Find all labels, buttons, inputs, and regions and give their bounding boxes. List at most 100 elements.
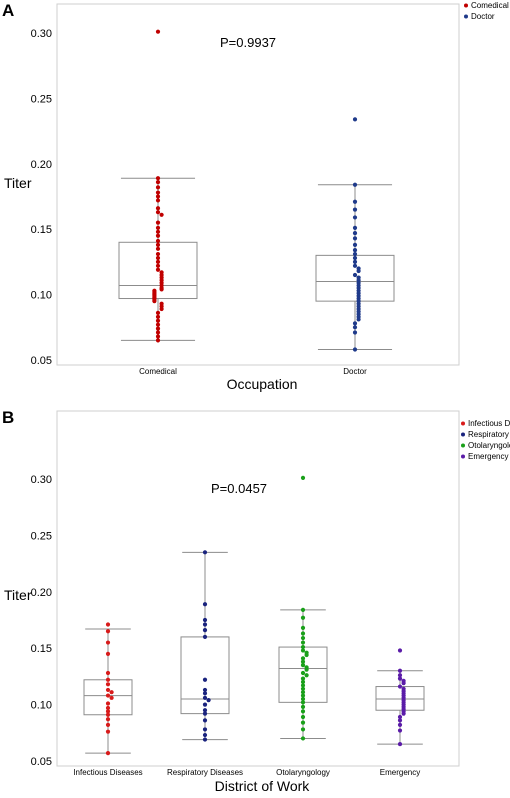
legend-marker (461, 454, 465, 459)
data-point (105, 751, 111, 756)
data-point (352, 199, 358, 204)
data-point (202, 702, 208, 707)
data-point (155, 322, 161, 327)
data-point (300, 625, 306, 630)
data-point (300, 648, 306, 653)
data-point (202, 732, 208, 738)
legend-marker (461, 421, 465, 426)
data-point (159, 212, 164, 217)
data-point (300, 670, 306, 676)
data-point (397, 648, 403, 653)
data-point (352, 215, 358, 220)
data-point (352, 236, 358, 241)
data-point (397, 718, 403, 723)
data-point (397, 668, 403, 673)
data-point (352, 255, 358, 261)
data-point (304, 652, 309, 658)
data-point (300, 659, 306, 664)
data-point (202, 691, 208, 696)
data-point (352, 272, 358, 278)
data-point (300, 714, 306, 720)
data-point (155, 210, 161, 215)
data-point (155, 255, 161, 261)
panel-a-x-axis-label: Occupation (227, 376, 298, 392)
legend-label: Doctor (471, 12, 495, 21)
data-point (155, 238, 161, 244)
x-category-label: Respiratory Diseases (167, 768, 243, 777)
legend-label: Otolaryngology (468, 441, 510, 450)
legend-marker (464, 3, 468, 8)
y-tick-label: 0.10 (31, 700, 52, 712)
data-point (202, 602, 208, 607)
data-point (155, 233, 161, 238)
x-category-label: Infectious Diseases (73, 768, 142, 777)
data-point (105, 629, 111, 634)
data-point (202, 617, 208, 623)
panel-b-p-value: P=0.0457 (211, 481, 267, 496)
data-point (202, 628, 208, 633)
y-tick-label: 0.25 (31, 93, 52, 105)
data-point (352, 242, 358, 247)
data-point (300, 696, 306, 702)
data-point (300, 709, 306, 714)
data-point (397, 673, 403, 678)
y-tick-label: 0.15 (31, 643, 52, 655)
data-point (155, 310, 161, 316)
x-category-label: Otolaryngology (276, 768, 330, 777)
data-point (352, 225, 358, 230)
data-point (397, 714, 403, 720)
data-point (105, 709, 111, 714)
data-point (352, 325, 358, 330)
data-point (155, 334, 161, 339)
data-point (397, 728, 403, 733)
legend-marker (464, 14, 468, 19)
data-point (300, 704, 306, 709)
data-point (300, 727, 306, 732)
panel-b-y-axis-label: Titer (4, 587, 32, 603)
data-point (105, 687, 111, 693)
data-point (202, 718, 208, 723)
data-point (202, 687, 208, 693)
legend-label: Comedical (471, 1, 509, 10)
panel-b-marks: 0.05 0.10 0.15 0.20 0.25 0.30 Infectious Disea… (31, 474, 425, 777)
data-point (155, 251, 161, 257)
y-tick-label: 0.15 (31, 224, 52, 236)
y-tick-label: 0.05 (31, 355, 52, 367)
data-point (300, 607, 306, 612)
x-category-label: Comedical (139, 367, 177, 376)
data-point (202, 622, 208, 627)
data-point (105, 717, 111, 722)
data-point (300, 615, 306, 620)
data-point (300, 683, 306, 688)
panel-a-plot-area (56, 3, 460, 366)
data-point (397, 722, 403, 728)
data-point (300, 676, 306, 681)
data-point (105, 677, 111, 682)
legend-marker (461, 443, 465, 448)
data-point (356, 317, 361, 322)
x-category-label: Doctor (343, 367, 367, 376)
data-point (356, 268, 361, 274)
data-point (155, 225, 161, 230)
data-point (155, 176, 161, 181)
data-point (105, 651, 111, 656)
data-point (159, 287, 164, 292)
data-point (352, 321, 358, 326)
panel-b-x-axis-label: District of Work (215, 778, 311, 794)
data-point (155, 242, 161, 247)
data-point (352, 117, 358, 122)
data-point (202, 727, 208, 732)
data-point (109, 690, 114, 695)
data-point (105, 693, 111, 698)
data-point (352, 182, 358, 187)
data-point (105, 722, 111, 728)
data-point (155, 220, 161, 225)
panel-b-letter: B (2, 408, 14, 427)
data-point (105, 701, 111, 706)
data-point (300, 700, 306, 705)
data-point (202, 708, 208, 713)
data-point (155, 29, 161, 34)
data-point (401, 711, 406, 716)
data-point (202, 711, 208, 716)
data-point (155, 198, 161, 203)
